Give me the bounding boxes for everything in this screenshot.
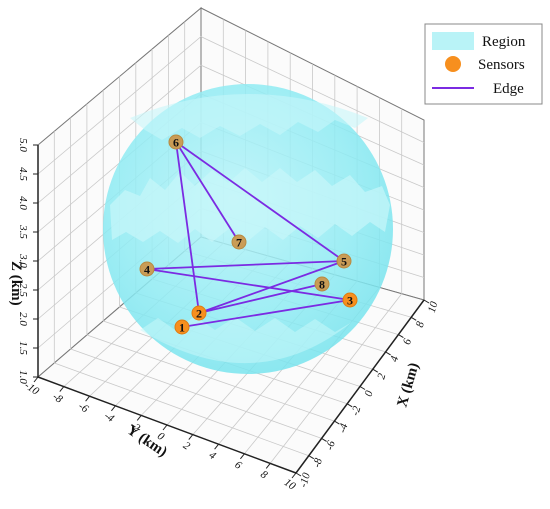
legend-sensors-swatch [445, 56, 461, 72]
sensor-label-2: 2 [196, 307, 202, 321]
z-tick-label: 5.0 [17, 138, 29, 152]
sensor-marker-4 [139, 261, 155, 277]
x-tick-label: 0 [363, 389, 376, 398]
x-tick-label: 4 [388, 354, 401, 363]
z-tick-label: 2.0 [17, 312, 29, 326]
z-tick-label: 3.0 [17, 253, 29, 268]
sensor-label-5: 5 [341, 255, 347, 269]
x-tick-mark [359, 386, 366, 390]
edge-1-3 [181, 299, 351, 328]
sensor-label-8: 8 [319, 278, 325, 292]
region-band [110, 168, 390, 243]
sensor-label-4: 4 [144, 263, 150, 277]
edge-2-5 [198, 260, 345, 314]
x-tick-mark [334, 420, 340, 425]
y-tick-label: -4 [102, 410, 117, 425]
x-tick-mark [372, 368, 379, 373]
y-tick-label: 10 [282, 476, 298, 492]
edge-2-8 [198, 283, 323, 314]
z-tick-label: 4.0 [17, 196, 29, 210]
sensor-marker-3 [342, 292, 358, 308]
grid-line [37, 36, 425, 175]
y-tick-mark [291, 472, 297, 479]
region-band-bottom [140, 316, 352, 364]
x-tick-label: 10 [426, 300, 441, 314]
x-tick-mark [410, 316, 417, 321]
edge-lines [146, 141, 351, 328]
y-tick-mark [136, 415, 142, 421]
z-tick-label: 1.5 [17, 341, 29, 355]
y-tick-label: 2 [181, 440, 193, 453]
sensor-marker-8 [314, 276, 330, 292]
legend-edge-label: Edge [493, 81, 524, 97]
legend-region-swatch [432, 32, 474, 50]
y-tick-mark [59, 386, 65, 392]
y-tick-label: 8 [258, 468, 270, 481]
x-tick-mark [295, 472, 302, 477]
edge-4-5 [146, 260, 345, 270]
y-axis-label: Y (km) [124, 422, 170, 460]
region-sphere [103, 84, 393, 374]
edge-6-2 [175, 141, 200, 314]
x-tick-label: 6 [401, 337, 414, 346]
y-tick-label: -8 [50, 391, 65, 406]
x-tick-mark [346, 403, 353, 408]
z-axis-label: Z (km) [8, 261, 24, 306]
sensor-label-7: 7 [236, 236, 242, 250]
sensor-marker-2 [191, 305, 207, 321]
x-tick-mark [423, 299, 430, 304]
sensor-marker-6 [168, 134, 184, 150]
y-tick-mark [85, 395, 90, 402]
z-tick-label: 3.5 [17, 224, 29, 239]
y-tick-mark [162, 424, 168, 431]
grid-line [269, 293, 403, 464]
x-tick-label: -2 [349, 404, 363, 417]
z-tick-label: 2.5 [17, 283, 29, 297]
edge-6-7 [175, 141, 240, 243]
x-tick-mark [308, 455, 315, 460]
sensor-markers: 12 3 4 5 6 7 8 [139, 134, 358, 335]
y-tick-mark [33, 376, 39, 383]
y-tick-mark [111, 405, 116, 412]
z-tick-label: 4.5 [17, 167, 29, 181]
y-tick-label: 4 [207, 449, 219, 462]
sensor-marker-1 [174, 319, 190, 335]
edge-4-3 [146, 268, 351, 301]
region-band-top [130, 94, 368, 140]
x-tick-label: -4 [336, 422, 350, 435]
x-tick-label: 8 [414, 320, 427, 329]
sensor-label-1: 1 [179, 321, 185, 335]
x-axis-label: X (km) [394, 361, 422, 409]
x-tick-mark [321, 437, 327, 442]
y-tick-mark [240, 453, 245, 460]
y-tick-label: 6 [232, 459, 244, 472]
y-tick-label: 0 [155, 430, 167, 443]
sensor-label-3: 3 [347, 294, 353, 308]
y-tick-mark [265, 463, 271, 469]
sensor-label-6: 6 [173, 136, 179, 150]
x-tick-mark [385, 351, 391, 356]
edge-6-5 [175, 141, 345, 262]
x-tick-mark [398, 334, 404, 339]
x-tick-label: 2 [375, 372, 388, 381]
sensor-marker-7 [231, 234, 247, 250]
x-tick-label: -6 [324, 439, 338, 452]
y-tick-mark [214, 443, 219, 450]
legend-region-label: Region [482, 34, 526, 50]
y-tick-mark [188, 434, 194, 440]
sensor-marker-5 [336, 253, 352, 269]
legend: Region Sensors Edge [424, 23, 543, 105]
z-tick-label: 1.0 [17, 370, 29, 384]
y-tick-label: -6 [76, 400, 91, 415]
x-tick-label: -8 [311, 456, 325, 469]
legend-sensors-label: Sensors [478, 57, 525, 73]
x-tick-label: -10 [297, 471, 313, 489]
